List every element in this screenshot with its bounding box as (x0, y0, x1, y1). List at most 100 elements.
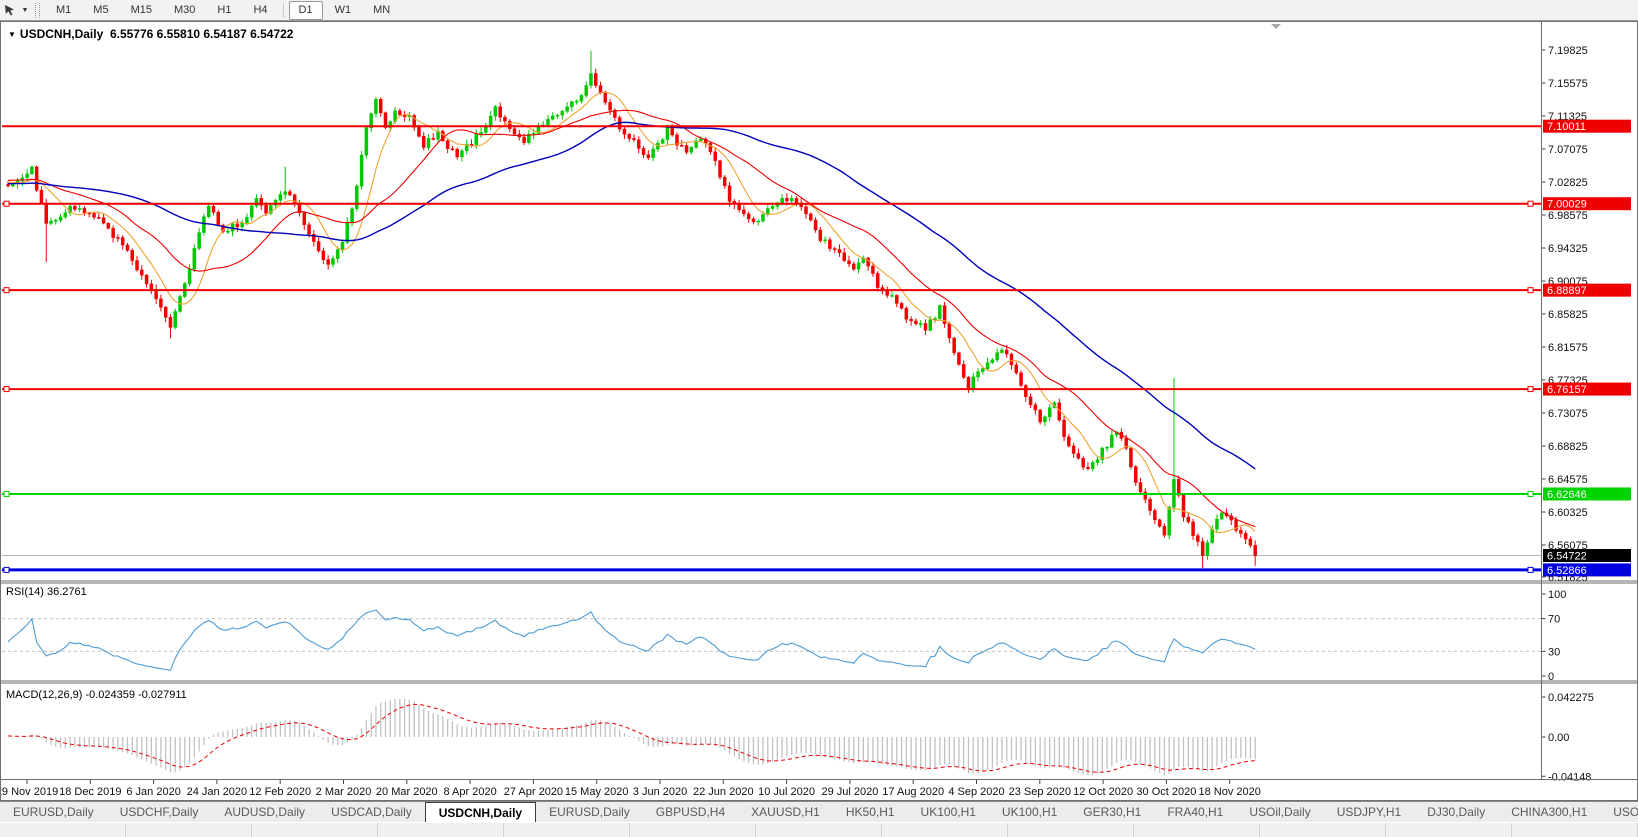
macd-axis-label: -0.04148 (1548, 771, 1591, 783)
timeframe-button-h1[interactable]: H1 (217, 3, 232, 16)
hline-handle[interactable] (1527, 386, 1534, 393)
ma-slow-line (8, 121, 1256, 470)
tab-dj30-daily[interactable]: DJ30,Daily (1427, 805, 1486, 819)
status-cell (1260, 823, 1386, 837)
tab-eurusd-daily[interactable]: EURUSD,Daily (13, 805, 94, 819)
chart-symbol-label: USDCNH,Daily (19, 27, 104, 41)
svg-text:30 Oct 2020: 30 Oct 2020 (1136, 786, 1196, 798)
timeframe-button-w1[interactable]: W1 (334, 3, 352, 16)
price-label-box (1543, 197, 1631, 211)
status-bar (0, 822, 1638, 837)
svg-text:6.85825: 6.85825 (1548, 309, 1588, 321)
svg-text:6.60325: 6.60325 (1548, 507, 1588, 519)
rsi-label: RSI(14) 36.2761 (6, 586, 87, 598)
rsi-level-label: 30 (1548, 646, 1560, 658)
tab-usdjpy-h1[interactable]: USDJPY,H1 (1336, 805, 1402, 819)
timeframe-toolbar: ▼ M1 M5 M15 M30 H1 H4 D1 W1 MN (0, 0, 1638, 21)
tab-gbpusd-h4[interactable]: GBPUSD,H4 (655, 805, 726, 819)
tab-usdcnh-daily[interactable]: USDCNH,Daily (424, 802, 537, 822)
status-cell (1386, 823, 1512, 837)
status-cell (504, 823, 630, 837)
timeframe-button-m5[interactable]: M5 (93, 3, 109, 16)
hline-handle[interactable] (1527, 490, 1534, 497)
tab-xauusd-h1[interactable]: XAUUSD,H1 (751, 805, 820, 819)
tab-audusd-daily[interactable]: AUDUSD,Daily (224, 805, 306, 819)
hline-handle[interactable] (1527, 287, 1534, 294)
toolbar-grip (35, 2, 40, 18)
svg-text:24 Jan 2020: 24 Jan 2020 (187, 786, 248, 798)
hline-handle[interactable] (3, 287, 10, 294)
price-label-box (1543, 119, 1631, 133)
timeframe-button-m30[interactable]: M30 (173, 3, 196, 16)
hline-handle[interactable] (1527, 566, 1534, 573)
price-label-text: 7.00029 (1547, 199, 1587, 211)
status-cell (1008, 823, 1134, 837)
timeframe-button-m1[interactable]: M1 (56, 3, 72, 16)
tab-usdcad-daily[interactable]: USDCAD,Daily (331, 805, 412, 819)
tab-usoil-h1[interactable]: USOil,H1 (1613, 805, 1638, 819)
rsi-level-label: 70 (1548, 614, 1560, 626)
tab-uk100-h1[interactable]: UK100,H1 (1001, 805, 1058, 819)
chart-title: ▼ USDCNH,Daily 6.55776 6.55810 6.54187 6.… (8, 27, 293, 41)
cursor-tool-icon[interactable] (1, 1, 19, 19)
svg-text:6.56075: 6.56075 (1548, 540, 1588, 552)
timeframe-button-h4[interactable]: H4 (253, 3, 268, 16)
tab-usoil-daily[interactable]: USOil,Daily (1249, 805, 1311, 819)
price-label-box (1543, 283, 1631, 297)
svg-text:23 Sep 2020: 23 Sep 2020 (1009, 786, 1071, 798)
svg-text:8 Apr 2020: 8 Apr 2020 (443, 786, 496, 798)
price-label-box (1543, 382, 1631, 396)
rsi-line (7, 609, 1256, 671)
svg-text:6.98575: 6.98575 (1548, 210, 1588, 222)
svg-text:6.94325: 6.94325 (1548, 243, 1588, 255)
timeframe-button-m15[interactable]: M15 (130, 3, 152, 16)
candles-layer (6, 50, 1257, 569)
svg-text:12 Oct 2020: 12 Oct 2020 (1073, 786, 1133, 798)
svg-text:7.15575: 7.15575 (1548, 78, 1588, 90)
price-label-box (1543, 487, 1631, 501)
tab-usdchf-daily[interactable]: USDCHF,Daily (119, 805, 199, 819)
tab-fra40-h1[interactable]: FRA40,H1 (1167, 805, 1224, 819)
collapse-triangle-icon[interactable]: ▼ (8, 30, 16, 39)
chart-window: 100 70 30 0 0.042275 0.00 -0.04148 7.19825 7.155… (0, 21, 1638, 801)
svg-text:22 Jun 2020: 22 Jun 2020 (693, 786, 754, 798)
status-cell (378, 823, 504, 837)
rsi-level-label: 100 (1548, 589, 1566, 601)
hline-handle[interactable] (3, 490, 10, 497)
svg-text:3 Jun 2020: 3 Jun 2020 (633, 786, 687, 798)
status-cell (630, 823, 756, 837)
timeframe-button-d1[interactable]: D1 (288, 0, 323, 20)
price-label-text: 6.54722 (1547, 550, 1587, 562)
svg-text:18 Nov 2020: 18 Nov 2020 (1199, 786, 1261, 798)
date-axis[interactable]: 29 Nov 2019 18 Dec 2019 6 Jan 2020 24 Jan 2… (0, 780, 1261, 798)
svg-text:12 Feb 2020: 12 Feb 2020 (249, 786, 311, 798)
status-cell (126, 823, 252, 837)
hline-handle[interactable] (3, 200, 10, 207)
status-cell (882, 823, 1008, 837)
chevron-down-icon[interactable]: ▼ (21, 6, 29, 14)
price-label-text: 6.62646 (1547, 489, 1587, 501)
macd-signal-line (7, 703, 1256, 773)
hline-handle[interactable] (3, 386, 10, 393)
tab-ger30-h1[interactable]: GER30,H1 (1083, 805, 1142, 819)
svg-text:29 Nov 2019: 29 Nov 2019 (0, 786, 58, 798)
tab-hk50-h1[interactable]: HK50,H1 (845, 805, 895, 819)
svg-text:15 May 2020: 15 May 2020 (565, 786, 629, 798)
price-label-text: 6.76157 (1547, 384, 1587, 396)
price-chart-canvas[interactable]: 100 70 30 0 0.042275 0.00 -0.04148 7.19825 7.155… (0, 21, 1638, 801)
hline-handle[interactable] (3, 566, 10, 573)
timeframe-button-mn[interactable]: MN (373, 3, 391, 16)
svg-text:29 Jul 2020: 29 Jul 2020 (821, 786, 878, 798)
macd-histogram (7, 698, 1256, 776)
tab-uk100-h1[interactable]: UK100,H1 (920, 805, 976, 819)
tab-china300-h1[interactable]: CHINA300,H1 (1511, 805, 1588, 819)
price-label-box (1543, 563, 1631, 577)
hline-handle[interactable] (1527, 200, 1534, 207)
svg-text:4 Sep 2020: 4 Sep 2020 (948, 786, 1004, 798)
svg-text:20 Mar 2020: 20 Mar 2020 (376, 786, 438, 798)
rsi-level-label: 0 (1548, 671, 1554, 683)
timeframe-buttons: M1 M5 M15 M30 H1 H4 D1 W1 MN (45, 0, 401, 20)
tab-eurusd-daily[interactable]: EURUSD,Daily (549, 805, 630, 819)
price-label-text: 7.10011 (1547, 121, 1586, 133)
